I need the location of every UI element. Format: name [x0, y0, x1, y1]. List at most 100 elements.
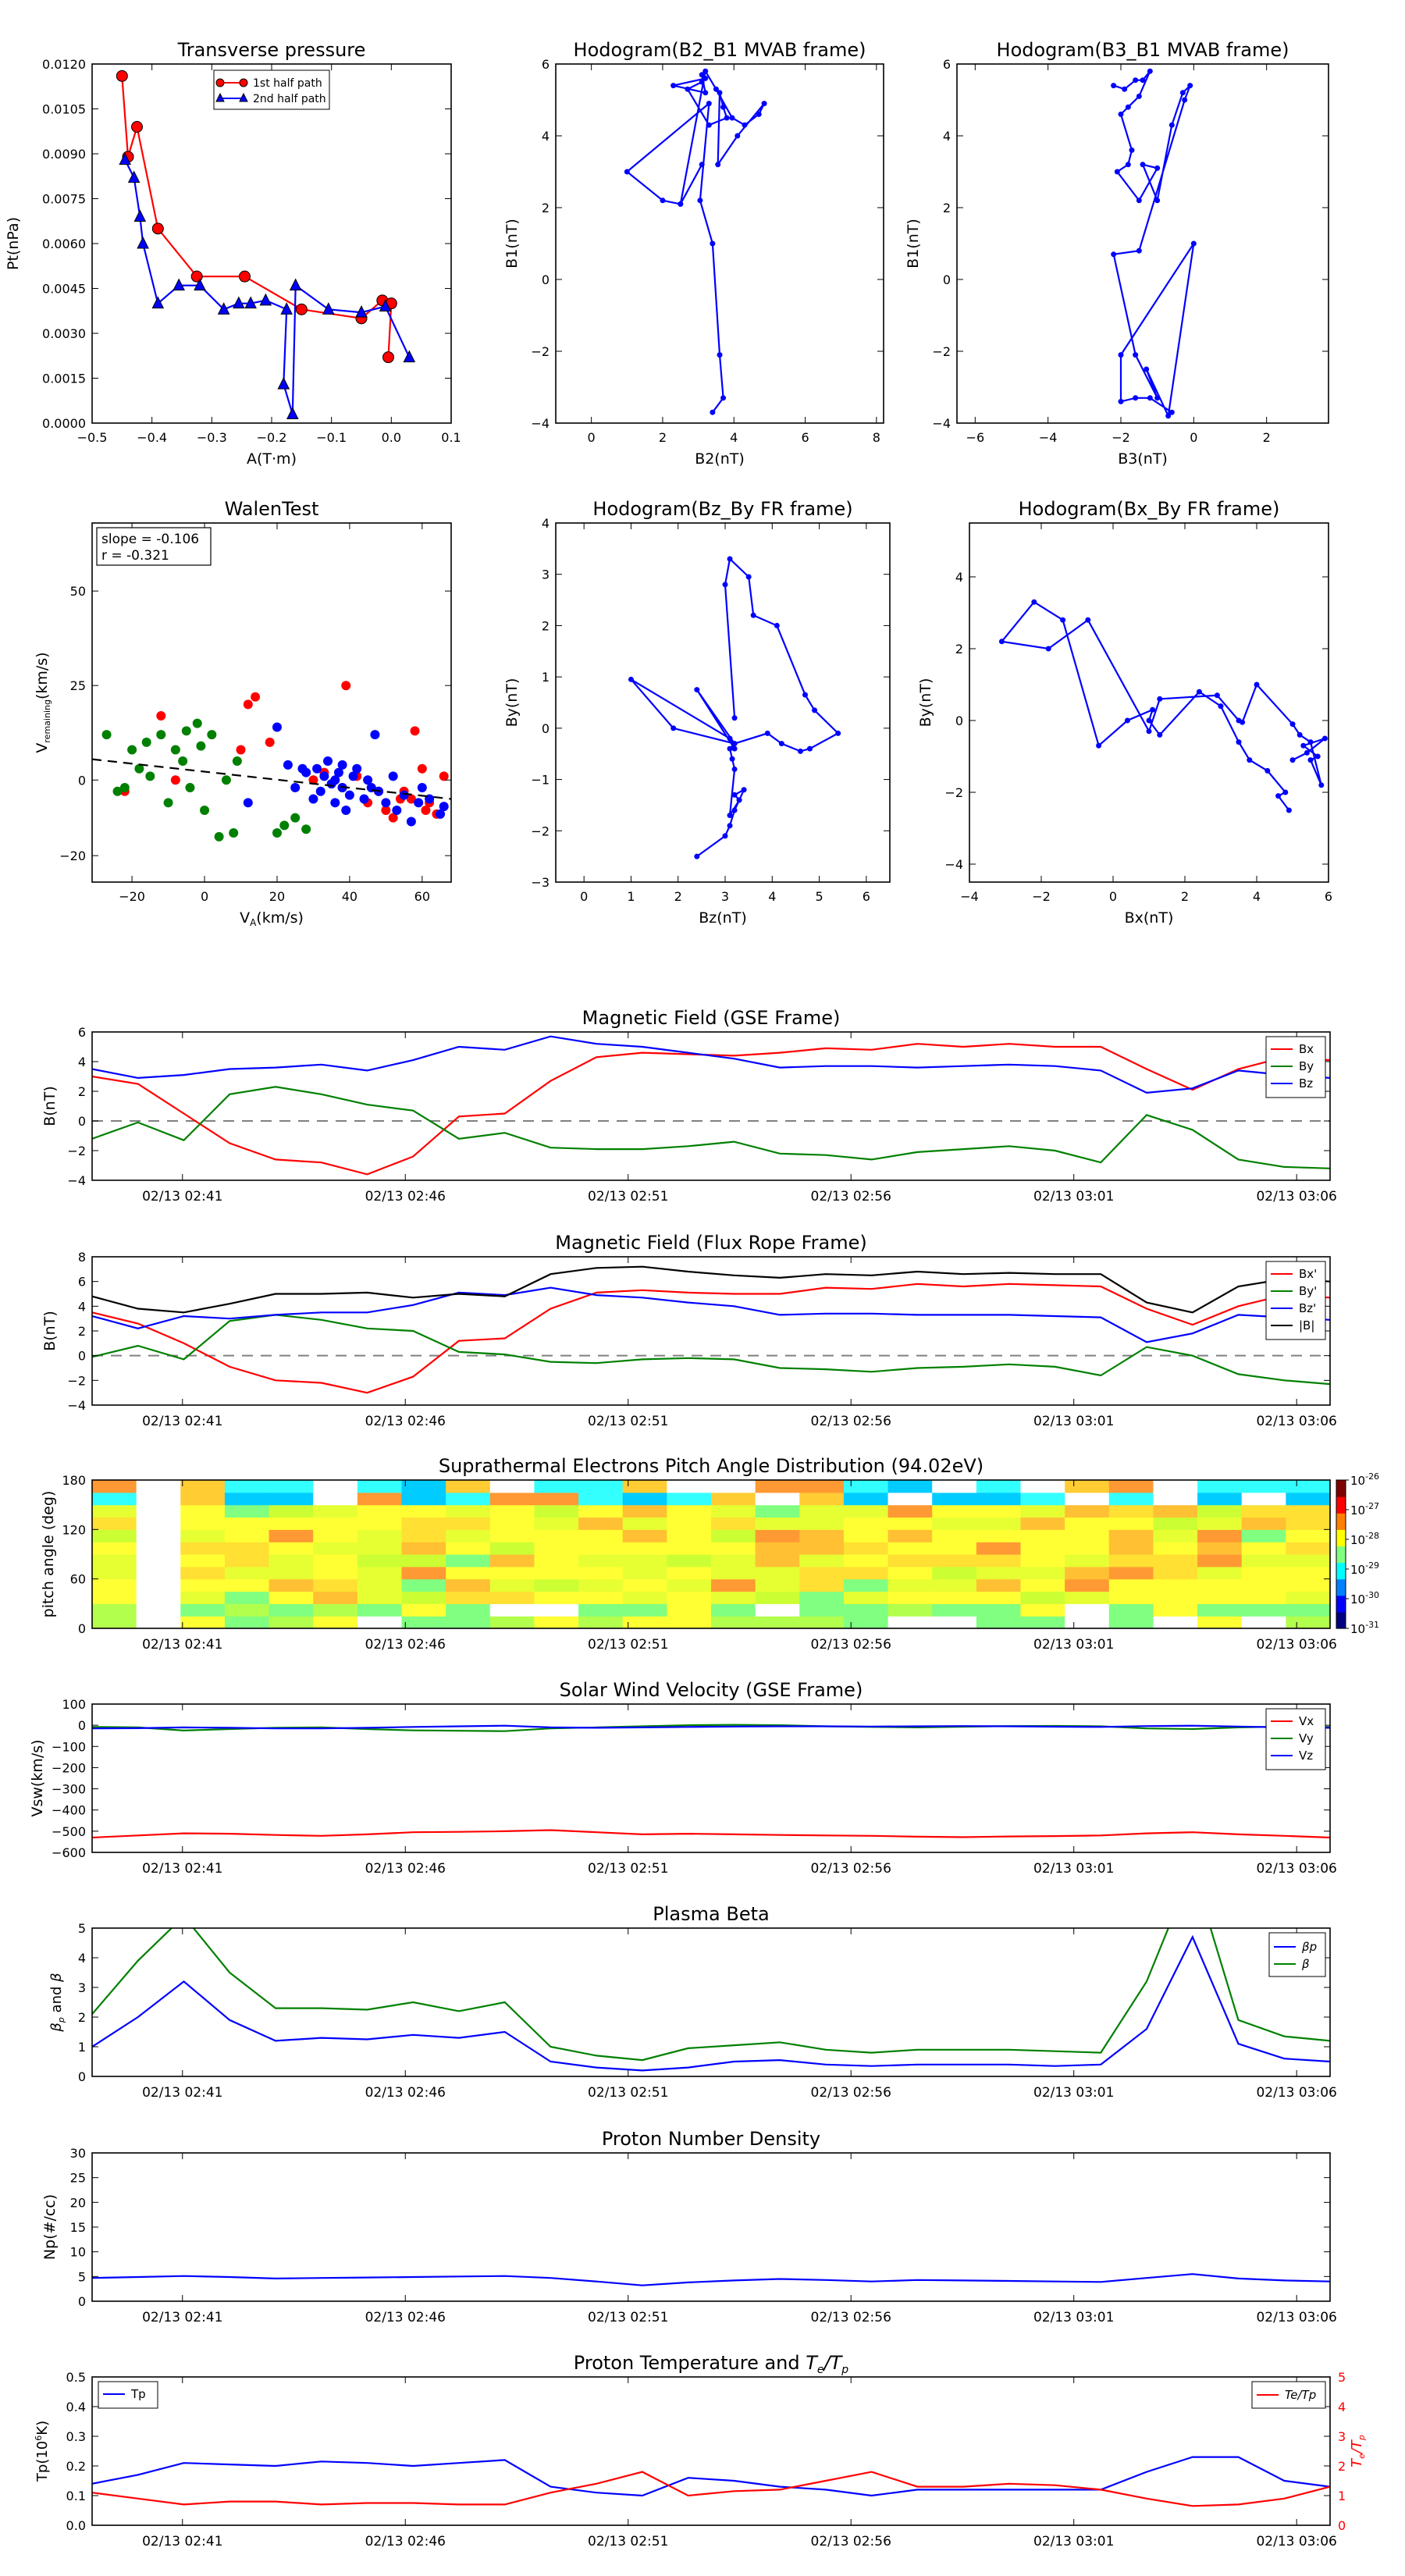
- vsw-legend-label: Vz: [1299, 1749, 1313, 1763]
- hg2-point: [1154, 395, 1161, 401]
- pad-cell: [1153, 1603, 1198, 1617]
- hg1-point: [729, 115, 735, 121]
- pad-cell: [136, 1504, 181, 1518]
- walen-point: [439, 802, 449, 812]
- hg2-xtick-label: 2: [1263, 430, 1271, 445]
- tp-point: [382, 351, 394, 364]
- tpr-title-te: T: [806, 2352, 819, 2374]
- walen-point: [185, 782, 195, 792]
- pad-cell: [843, 1480, 889, 1493]
- hg4-point: [1254, 681, 1260, 688]
- pad-cell: [401, 1566, 446, 1580]
- walen-fit-line: [92, 758, 451, 800]
- tp-xtick-label: −0.5: [77, 430, 108, 445]
- pad-cell: [401, 1492, 446, 1506]
- tp-legend-marker: [215, 92, 225, 102]
- walen-xtick-label: 40: [342, 889, 357, 904]
- tpr-legend-right-label: Te/Tp: [1285, 2388, 1316, 2402]
- pad-cell: [224, 1566, 270, 1580]
- pad-cell: [1197, 1578, 1243, 1592]
- hg3-ytick-label: 4: [542, 516, 550, 531]
- pad-cell: [667, 1566, 712, 1580]
- hg4-point: [1214, 692, 1220, 699]
- np-ytick-label: 0: [78, 2294, 86, 2309]
- pad-cell: [578, 1554, 624, 1567]
- pad-cell: [401, 1504, 446, 1518]
- tp-point: [194, 278, 206, 291]
- mag_fr-series-Bx: [92, 1283, 1330, 1394]
- walen-annotation-text: r = -0.321: [101, 548, 169, 564]
- pad-cell: [1153, 1542, 1198, 1555]
- pad-colorbar-label-base: 10: [1350, 1533, 1365, 1547]
- mag_gse-time-tick-label: 02/13 03:01: [1033, 1189, 1114, 1204]
- np-time-tick-label: 02/13 02:51: [588, 2310, 668, 2325]
- pad-cell: [357, 1578, 403, 1592]
- tp-legend-label: 1st half path: [253, 77, 322, 90]
- pad-colorbar-label-exp: -30: [1365, 1590, 1379, 1600]
- pad-ylabel: pitch angle (deg): [40, 1491, 57, 1618]
- pad-cell: [92, 1517, 137, 1530]
- beta-ylabel: βp and β: [48, 1973, 66, 2032]
- pad-cell: [799, 1591, 845, 1604]
- tpr-time-tick-label: 02/13 03:01: [1033, 2534, 1114, 2549]
- vsw-ytick-label: −400: [52, 1803, 86, 1818]
- tp-legend-marker: [239, 92, 248, 102]
- pad-cell: [843, 1591, 889, 1604]
- pad-cell: [313, 1603, 358, 1617]
- pad-cell: [357, 1591, 403, 1604]
- walen-xtick-label: 0: [201, 889, 208, 904]
- pad-cell: [932, 1566, 977, 1580]
- vsw-ytick-label: 0: [78, 1718, 86, 1733]
- pad-colorbar-segment: [1336, 1513, 1346, 1530]
- walen-point: [170, 745, 180, 755]
- pad-cell: [92, 1566, 137, 1580]
- pad-cell: [180, 1492, 226, 1506]
- tpr-ytick-right-label: 1: [1338, 2489, 1346, 2503]
- hg3-point: [745, 574, 752, 580]
- hg3-point: [722, 833, 728, 839]
- pad-cell: [667, 1542, 712, 1555]
- mag_fr-time-tick-label: 02/13 03:01: [1033, 1414, 1114, 1429]
- tp-point: [217, 302, 230, 315]
- np-time-tick-label: 02/13 02:56: [811, 2310, 891, 2325]
- vsw-title: Solar Wind Velocity (GSE Frame): [560, 1679, 863, 1701]
- walen-point: [315, 786, 325, 796]
- walen-xlabel-sub: A: [250, 917, 257, 928]
- mag_fr-ytick-label: 0: [78, 1349, 86, 1364]
- tp-xtick-label: 0.1: [441, 430, 461, 445]
- vsw-legend: Vx Vy Vz: [1265, 1708, 1326, 1770]
- pad-cell: [92, 1542, 137, 1555]
- walen-xtick-label: 60: [414, 889, 430, 904]
- pad-cell: [1241, 1566, 1286, 1580]
- hg1-point: [660, 197, 666, 204]
- pad-cell: [269, 1542, 314, 1555]
- pad-cell: [534, 1603, 579, 1617]
- pad-cell: [1286, 1504, 1330, 1518]
- mag_gse-legend-label: Bz: [1299, 1076, 1313, 1091]
- pad-cell: [313, 1480, 358, 1493]
- pad-cell: [180, 1542, 226, 1555]
- pad-colorbar-label-exp: -29: [1365, 1560, 1379, 1571]
- walen-ytick-label: 0: [78, 773, 86, 788]
- beta-ytick-label: 4: [78, 1951, 86, 1966]
- pad-cell: [446, 1504, 491, 1518]
- pad-cell: [1197, 1616, 1243, 1628]
- hg4-xtick-label: 2: [1181, 889, 1189, 904]
- pad-colorbar-label-base: 10: [1350, 1503, 1365, 1517]
- hg2-xtick-label: 0: [1190, 430, 1197, 445]
- pad-cell: [799, 1480, 845, 1493]
- mag_gse-time-tick-label: 02/13 02:51: [588, 1189, 668, 1204]
- walen-point: [410, 726, 420, 736]
- pad-cell: [357, 1616, 403, 1628]
- pad-cell: [1197, 1591, 1243, 1604]
- tpr-ylabel-right-b: /T: [1349, 2439, 1365, 2455]
- pad-cell: [534, 1566, 579, 1580]
- tpr-title: Proton Temperature and Te/Tp: [574, 2352, 849, 2376]
- pad-cell: [489, 1603, 535, 1617]
- pad-cell: [976, 1566, 1022, 1580]
- hg1-point: [624, 169, 630, 175]
- pad-cell: [887, 1517, 933, 1530]
- pad-cell: [136, 1566, 181, 1580]
- pad-cell: [1108, 1566, 1154, 1580]
- pad-cell: [976, 1578, 1022, 1592]
